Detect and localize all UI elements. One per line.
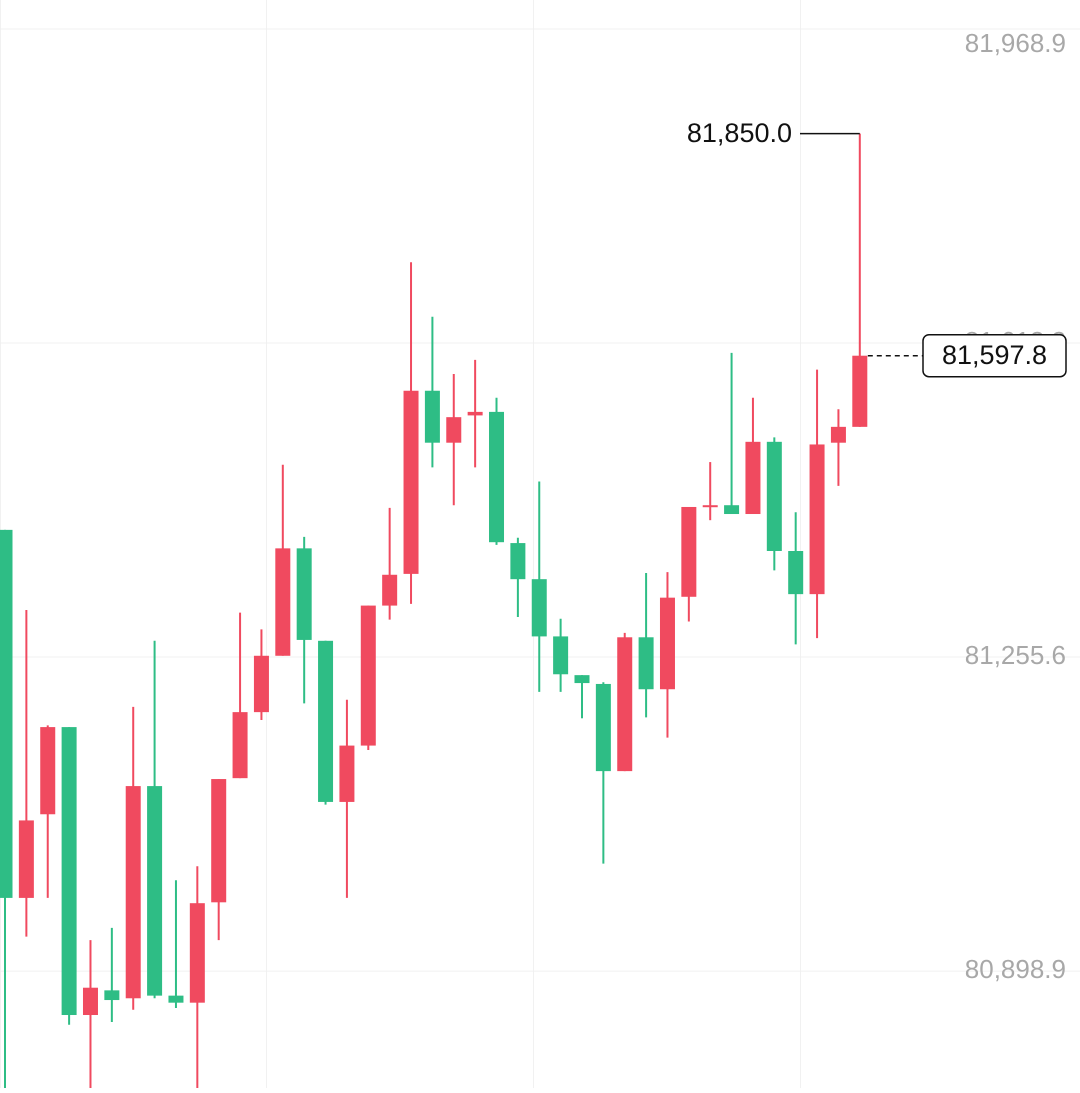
candle-body	[531, 579, 547, 637]
candle-body	[189, 903, 205, 1003]
candle-body	[852, 355, 868, 427]
candles	[0, 133, 868, 1089]
candle-body	[125, 786, 141, 999]
candle-body	[82, 987, 98, 1016]
candle-body	[510, 543, 526, 580]
candle-body	[18, 820, 34, 898]
time-grid	[0, 0, 801, 1088]
candle-body	[574, 675, 590, 684]
last-price-label: 81,597.8	[942, 340, 1047, 370]
y-tick-label: 81,255.6	[965, 640, 1066, 670]
candle-body	[766, 441, 782, 551]
y-tick-label: 81,968.9	[965, 28, 1066, 58]
candle-body	[830, 426, 846, 443]
candle-body	[659, 597, 675, 690]
candle-body	[446, 417, 462, 443]
candle-body	[382, 574, 398, 606]
candle-body	[168, 995, 184, 1003]
candle-body	[681, 506, 697, 597]
candle-body	[61, 727, 77, 1016]
candle-body	[809, 444, 825, 595]
y-axis: 80,898.981,255.681,612.281,968.9	[965, 28, 1066, 984]
candle-body	[104, 990, 120, 1001]
candle-body	[745, 441, 761, 515]
candle-body	[467, 411, 483, 416]
y-tick-label: 80,898.9	[965, 954, 1066, 984]
candle-body	[553, 636, 569, 675]
candle-body	[489, 411, 505, 543]
candle-body	[403, 390, 419, 574]
candle-body	[360, 605, 376, 746]
candle-body	[318, 640, 334, 802]
candle-body	[147, 786, 163, 996]
candle-body	[638, 637, 654, 690]
candle-body	[296, 548, 312, 640]
candle-body	[211, 779, 227, 903]
candle-body	[0, 529, 13, 898]
candle-body	[253, 655, 269, 713]
candle-body	[339, 745, 355, 802]
candle-body	[275, 548, 291, 656]
candle-body	[617, 637, 633, 772]
candle-body	[595, 683, 611, 772]
high-label: 81,850.0	[687, 118, 792, 148]
candle-body	[232, 712, 248, 779]
last-price-box	[922, 333, 1067, 378]
candle-body	[788, 550, 804, 595]
candle-body	[724, 505, 740, 515]
candle-body	[40, 727, 56, 815]
candle-body	[424, 390, 440, 443]
candle-body	[702, 505, 718, 508]
